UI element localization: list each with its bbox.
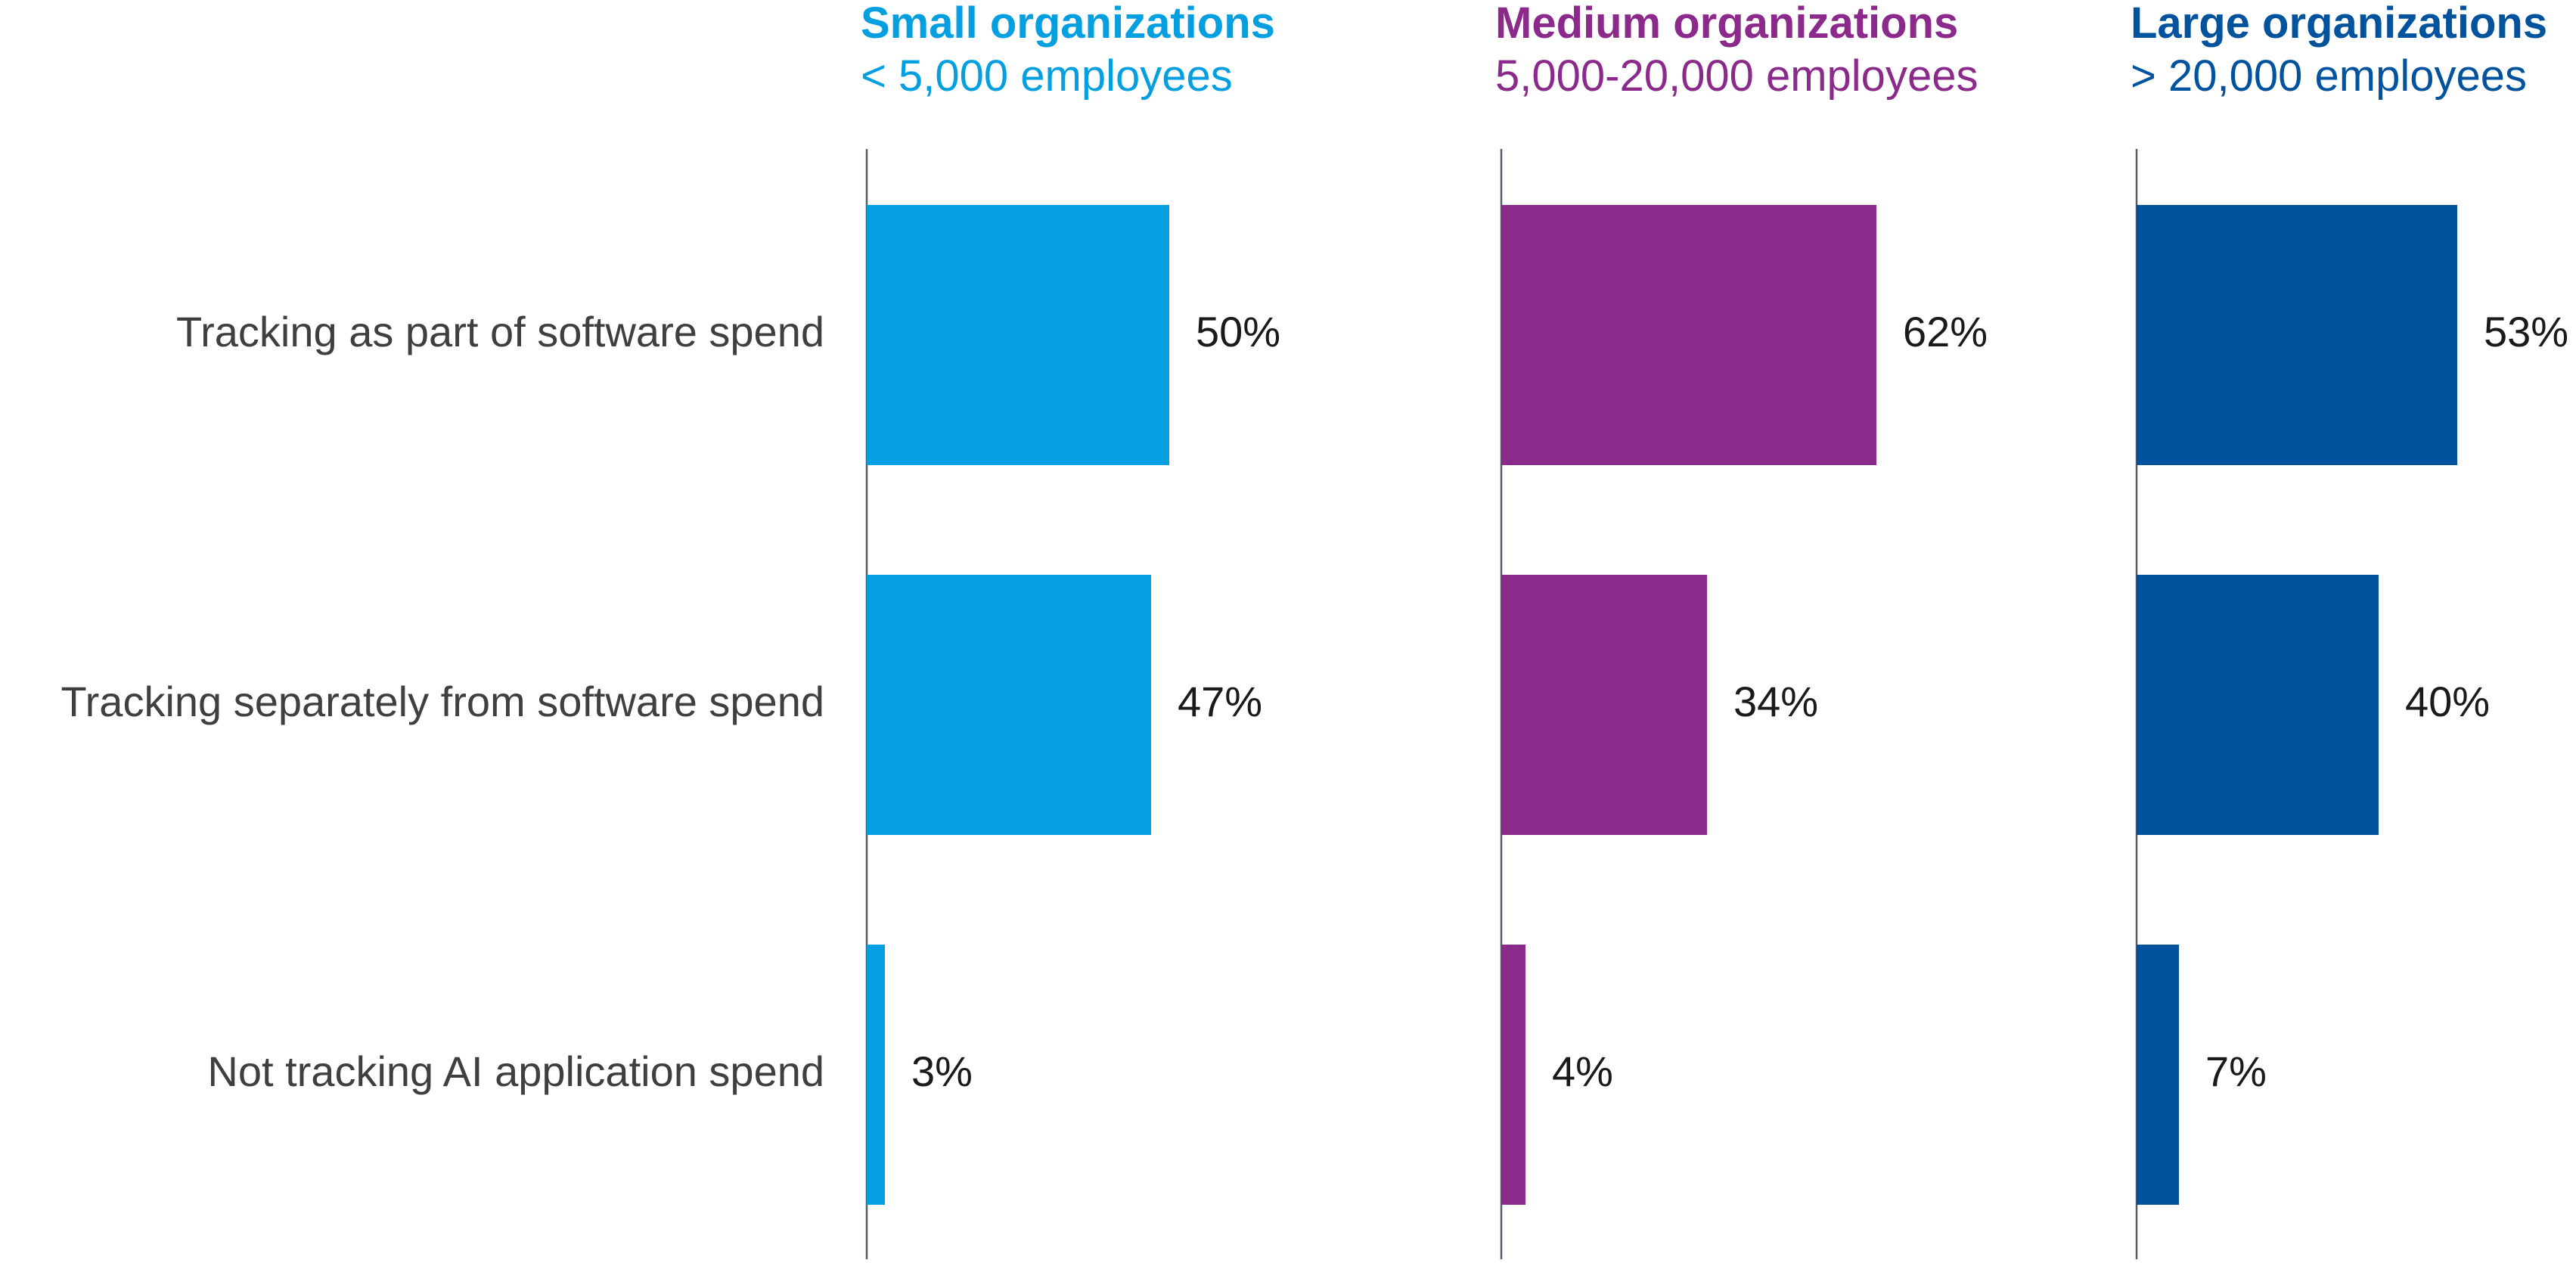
bar (867, 945, 885, 1205)
data-label: 53% (2484, 308, 2568, 355)
bar (2137, 945, 2179, 1205)
panel-subtitle: 5,000-20,000 employees (1495, 51, 1978, 101)
panel-title: Small organizations (861, 0, 1275, 48)
bar (867, 205, 1169, 465)
data-label: 7% (2205, 1047, 2267, 1095)
data-label: 47% (1178, 678, 1262, 725)
data-label: 4% (1552, 1047, 1613, 1095)
category-label: Tracking separately from software spend (61, 678, 824, 725)
panel-1: Small organizations< 5,000 employees 50% 4… (861, 0, 1280, 1259)
panel-subtitle: < 5,000 employees (861, 51, 1233, 101)
panel-title: Medium organizations (1495, 0, 1958, 48)
panel-3: Large organizations> 20,000 employees 53%… (2131, 0, 2568, 1259)
panel-subtitle: > 20,000 employees (2131, 51, 2527, 101)
data-label: 50% (1196, 308, 1280, 355)
bar (867, 575, 1151, 835)
data-label: 62% (1903, 308, 1988, 355)
data-label: 3% (911, 1047, 973, 1095)
data-label: 40% (2405, 678, 2490, 725)
bar (1501, 205, 1876, 465)
bar (2137, 575, 2379, 835)
category-label: Not tracking AI application spend (207, 1047, 824, 1095)
panel-title: Large organizations (2131, 0, 2547, 48)
bar (1501, 575, 1707, 835)
data-label: 34% (1733, 678, 1818, 725)
category-label: Tracking as part of software spend (176, 308, 824, 355)
bar (1501, 945, 1525, 1205)
bar (2137, 205, 2457, 465)
